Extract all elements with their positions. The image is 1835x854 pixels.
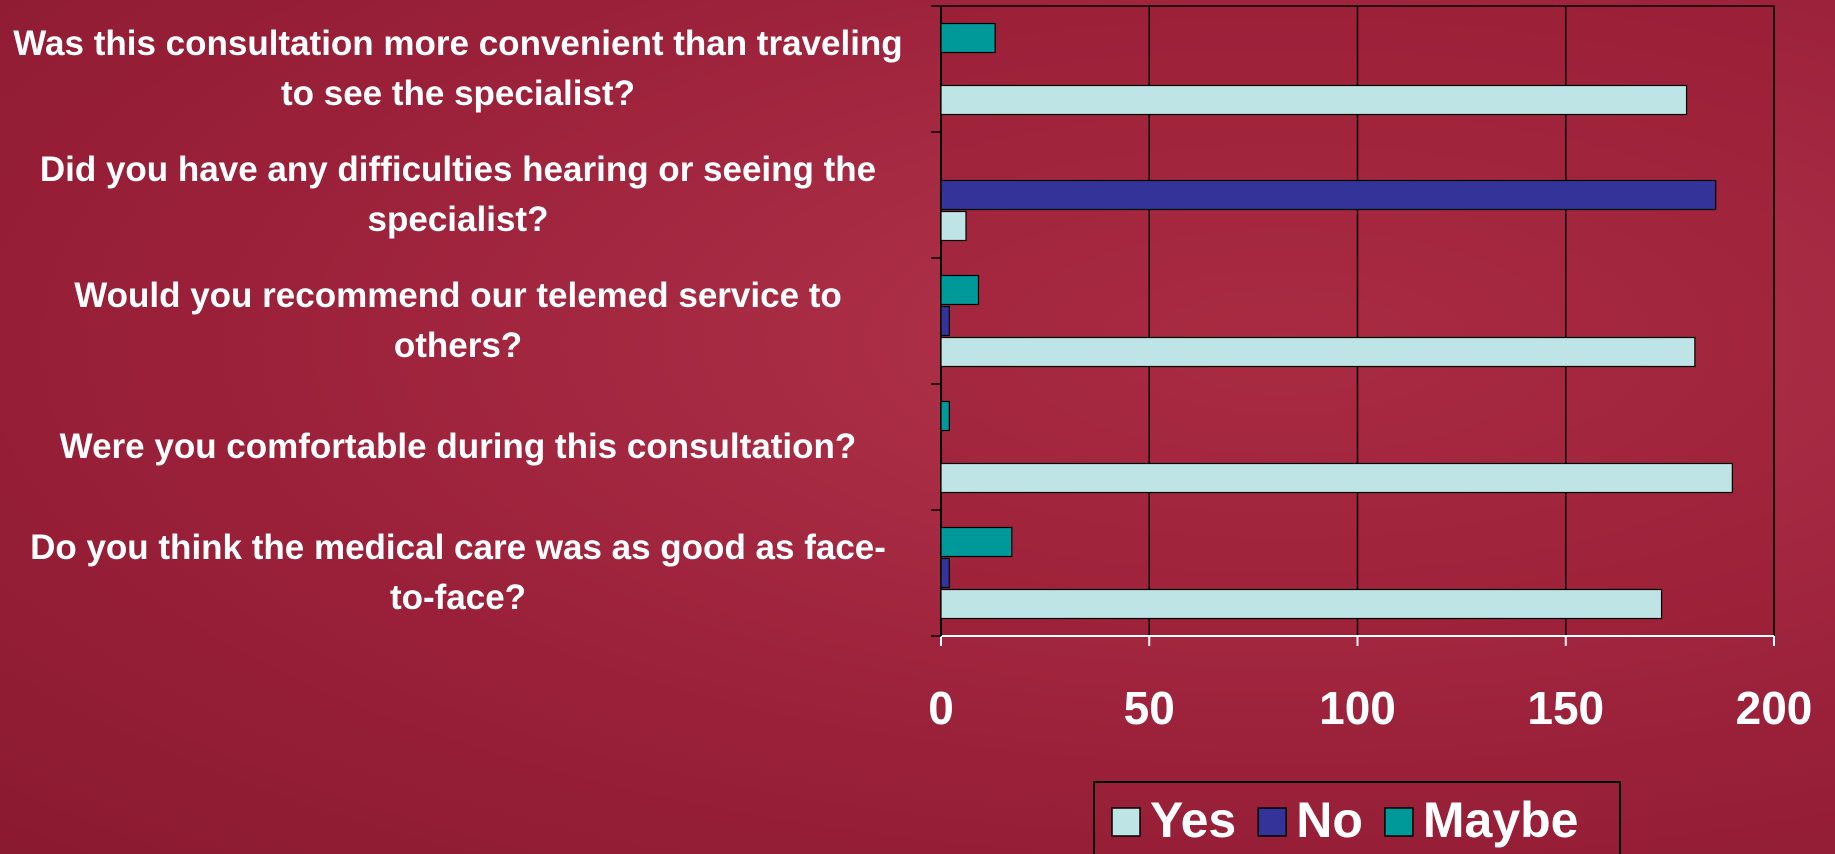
- bar: [940, 179, 1717, 211]
- legend-swatch: [1384, 807, 1414, 837]
- bar: [940, 210, 967, 242]
- legend-label: No: [1296, 792, 1363, 848]
- category-label: Did you have any difficulties hearing or…: [39, 150, 877, 239]
- bar: [940, 557, 950, 589]
- x-tick-label: 200: [1736, 682, 1813, 734]
- bar: [940, 336, 1696, 368]
- bar: [940, 400, 950, 432]
- bar: [940, 84, 1688, 116]
- bar: [940, 588, 1663, 620]
- bar: [940, 462, 1733, 494]
- category-label: Do you think the medical care was as goo…: [30, 528, 886, 617]
- legend-swatch: [1257, 807, 1287, 837]
- bar: [940, 305, 950, 337]
- category-label: Would you recommend our telemed service …: [74, 276, 842, 365]
- category-label: Was this consultation more convenient th…: [13, 24, 903, 113]
- legend-label: Yes: [1150, 792, 1236, 848]
- bar: [940, 22, 996, 54]
- x-tick-label: 50: [1124, 682, 1175, 734]
- legend-box: [1093, 781, 1621, 854]
- legend-swatch: [1111, 807, 1141, 837]
- x-tick-label: 150: [1527, 682, 1604, 734]
- legend-label: Maybe: [1423, 792, 1579, 848]
- bar: [940, 274, 980, 306]
- bar: [940, 526, 1013, 558]
- x-tick-label: 100: [1319, 682, 1396, 734]
- x-tick-label: 0: [928, 682, 954, 734]
- category-label: Were you comfortable during this consult…: [59, 427, 857, 466]
